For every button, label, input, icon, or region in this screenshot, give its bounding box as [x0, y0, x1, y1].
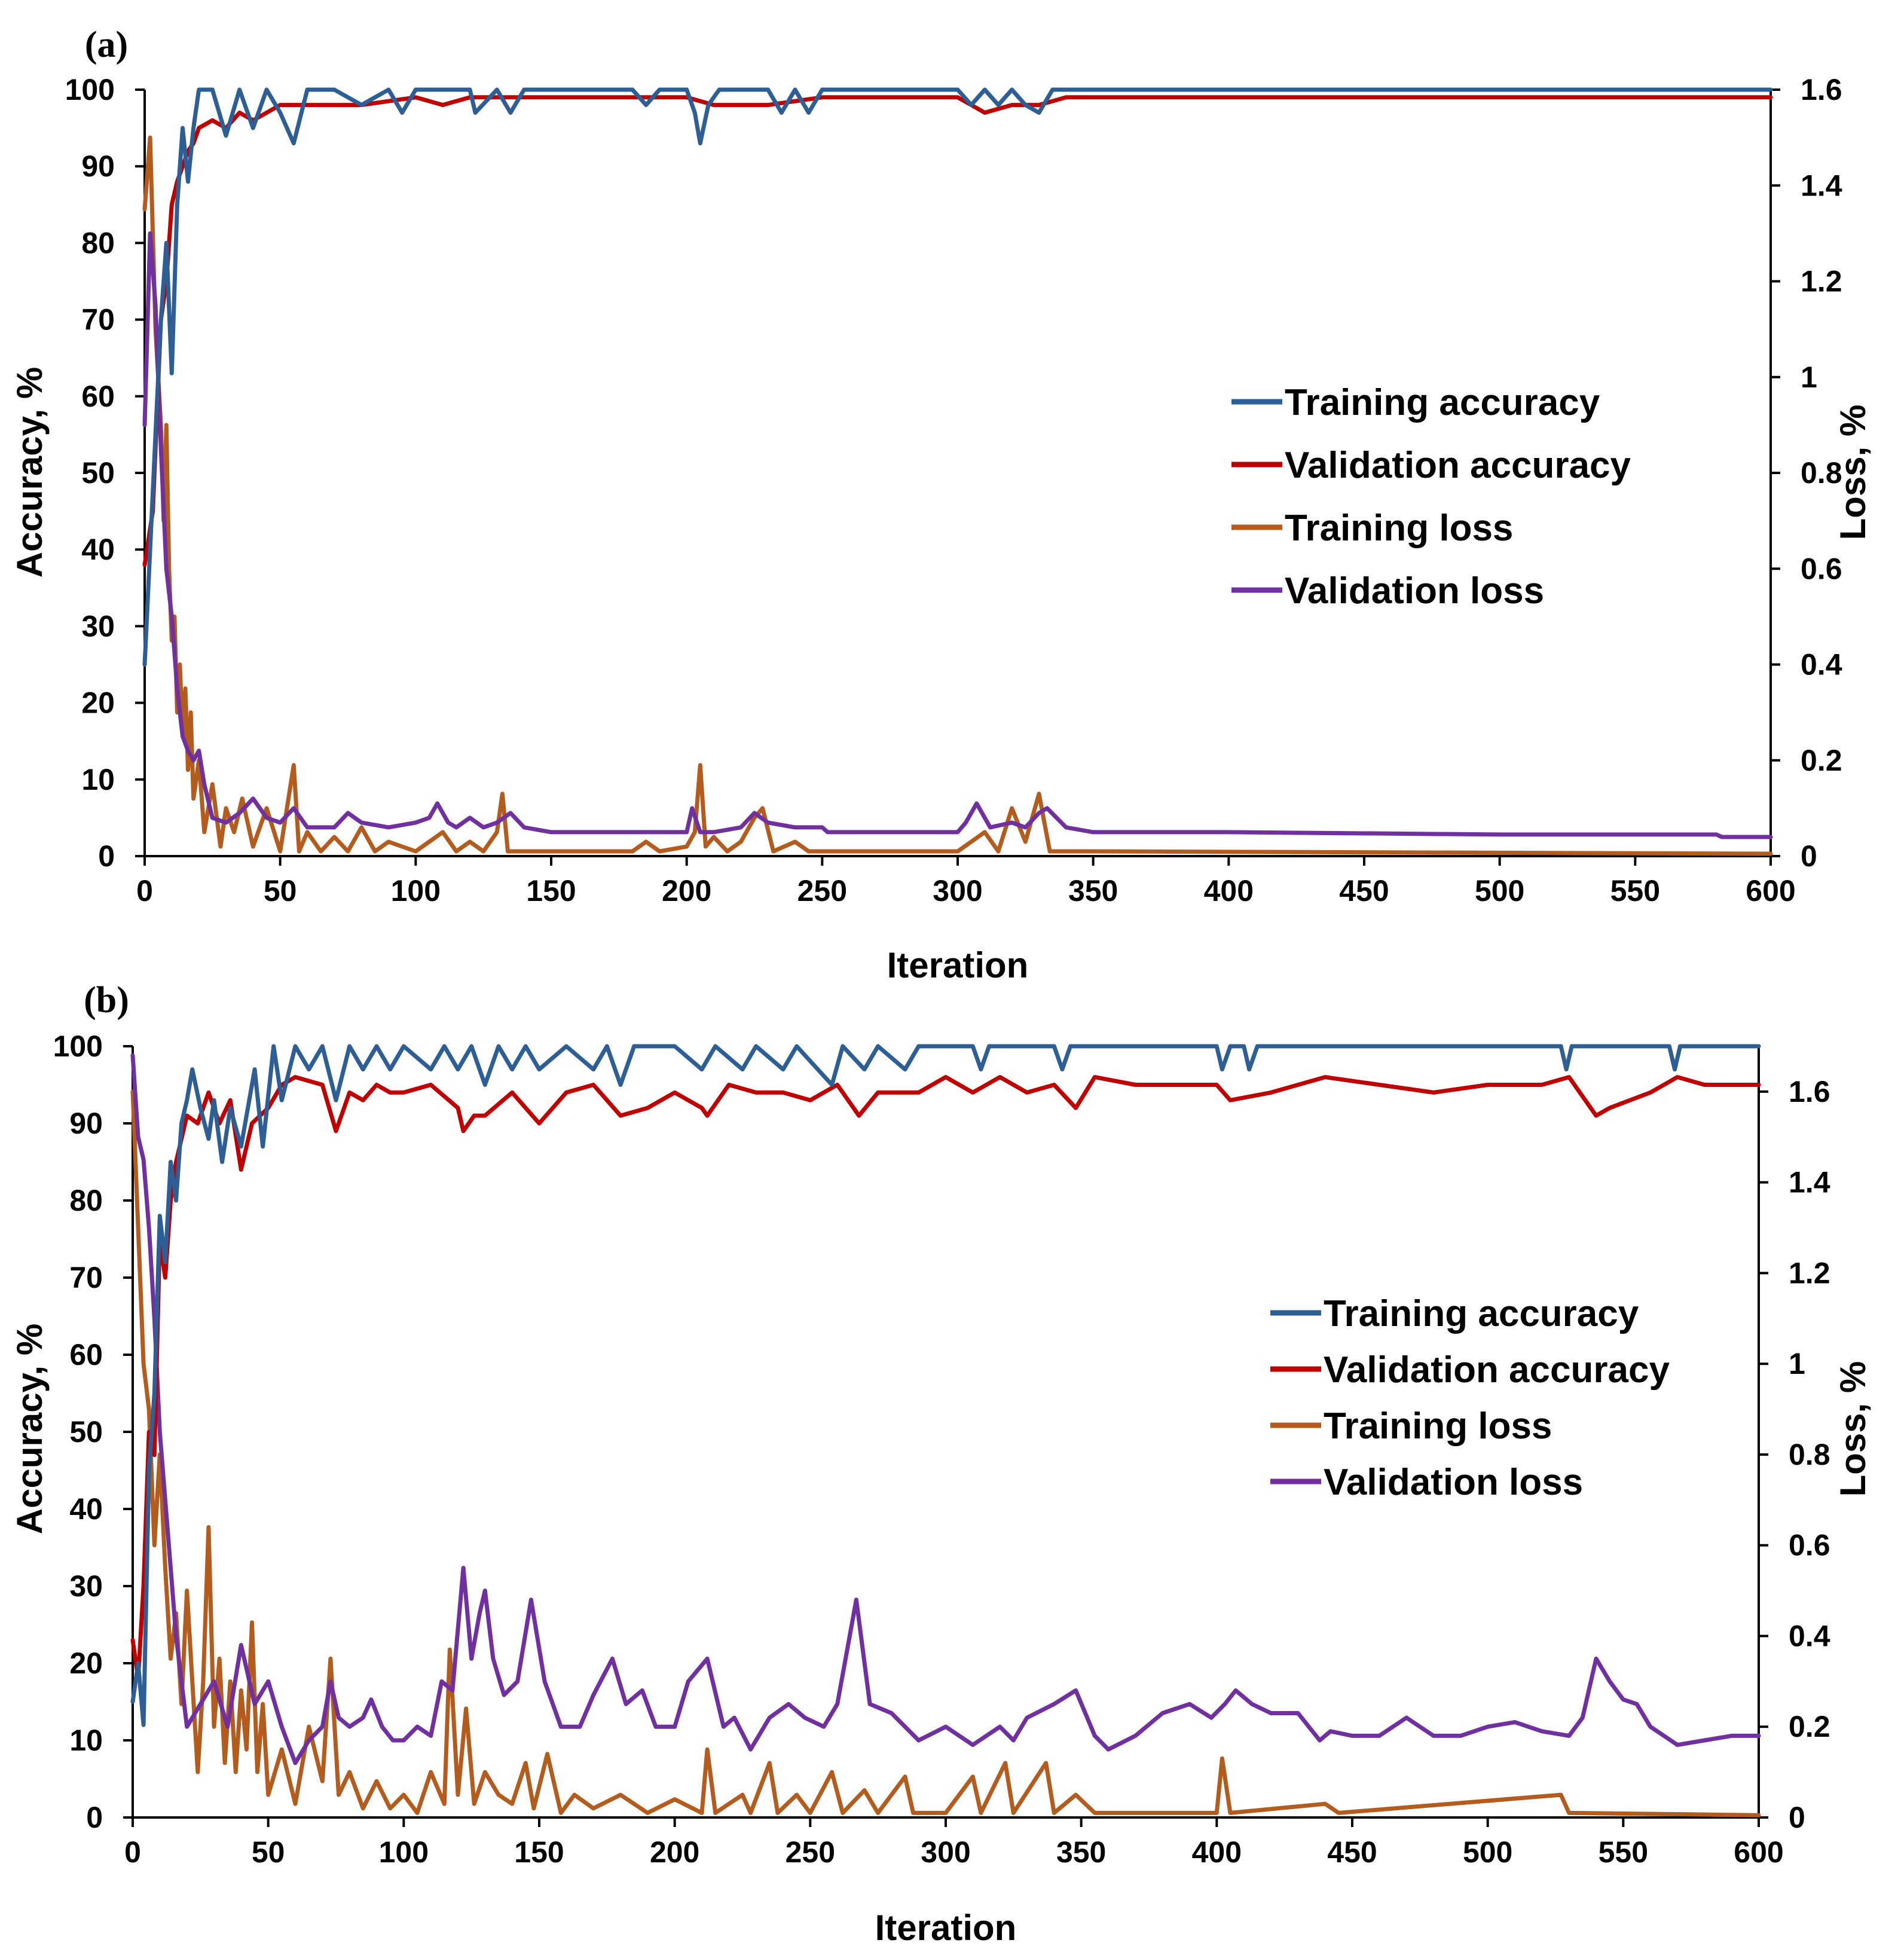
x-tick-label: 450 — [1339, 874, 1389, 908]
x-tick-label: 450 — [1327, 1835, 1377, 1869]
y-left-tick-label: 70 — [81, 303, 115, 337]
y-right-tick-label: 0.2 — [1801, 744, 1842, 777]
y-left-tick-label: 10 — [69, 1724, 103, 1757]
legend-label: Validation loss — [1324, 1462, 1583, 1503]
y-left-tick-label: 20 — [69, 1646, 103, 1680]
y-right-tick-label: 0.6 — [1801, 552, 1842, 585]
x-tick-label: 250 — [797, 874, 847, 908]
x-tick-label: 500 — [1463, 1835, 1512, 1869]
legend-label: Training accuracy — [1324, 1293, 1639, 1334]
y-right-tick-label: 1.4 — [1789, 1166, 1830, 1199]
x-tick-label: 300 — [933, 874, 982, 908]
series-line-training-accuracy — [130, 1044, 1761, 1727]
series-line-training-loss — [142, 135, 1773, 856]
y-left-tick-label: 50 — [69, 1415, 103, 1449]
x-tick-label: 550 — [1599, 1835, 1648, 1869]
panel-label: (a) — [85, 25, 128, 65]
x-tick-label: 500 — [1475, 874, 1524, 908]
y-left-tick-label: 100 — [53, 1030, 103, 1063]
y-left-tick-label: 70 — [69, 1261, 103, 1294]
series-line-validation-accuracy — [142, 95, 1773, 567]
y-right-tick-label: 0.4 — [1789, 1619, 1830, 1652]
legend-label: Training loss — [1324, 1406, 1552, 1447]
y-right-tick-label: 1.2 — [1801, 265, 1842, 298]
y-right-tick-label: 1 — [1801, 361, 1817, 394]
panel-label: (b) — [84, 980, 129, 1021]
y-right-tick-label: 1.4 — [1801, 169, 1842, 202]
x-tick-label: 600 — [1734, 1835, 1783, 1869]
y-right-tick-label: 0.6 — [1789, 1529, 1830, 1562]
y-left-tick-label: 20 — [81, 686, 115, 720]
x-tick-label: 550 — [1610, 874, 1660, 908]
x-tick-label: 50 — [264, 874, 297, 908]
y-left-tick-label: 50 — [81, 456, 115, 490]
y-axis-left-title: Accuracy, % — [10, 367, 50, 578]
y-right-tick-label: 0 — [1801, 839, 1817, 873]
x-tick-label: 200 — [662, 874, 711, 908]
x-tick-label: 100 — [391, 874, 441, 908]
y-left-tick-label: 30 — [69, 1569, 103, 1603]
x-tick-label: 350 — [1068, 874, 1118, 908]
x-tick-label: 250 — [786, 1835, 835, 1869]
y-left-tick-label: 30 — [81, 609, 115, 643]
x-tick-label: 150 — [514, 1835, 564, 1869]
x-tick-label: 150 — [526, 874, 576, 908]
y-left-tick-label: 0 — [86, 1801, 103, 1834]
series-line-training-accuracy — [142, 87, 1773, 667]
y-right-tick-label: 0.8 — [1789, 1438, 1830, 1471]
y-right-tick-label: 1 — [1789, 1347, 1805, 1380]
series-line-training-loss — [130, 1089, 1761, 1817]
y-left-tick-label: 80 — [81, 226, 115, 259]
y-right-tick-label: 1.6 — [1789, 1075, 1830, 1108]
legend-label: Validation accuracy — [1324, 1349, 1670, 1391]
y-right-tick-label: 0.8 — [1801, 456, 1842, 490]
x-axis-title: Iteration — [887, 945, 1029, 985]
x-tick-label: 600 — [1746, 874, 1795, 908]
x-tick-label: 400 — [1192, 1835, 1242, 1869]
y-right-tick-label: 1.2 — [1789, 1256, 1830, 1290]
x-axis-title: Iteration — [875, 1908, 1017, 1948]
legend-label: Validation accuracy — [1285, 445, 1631, 486]
y-right-tick-label: 1.6 — [1801, 73, 1842, 106]
x-tick-label: 300 — [921, 1835, 970, 1869]
y-left-tick-label: 10 — [81, 763, 115, 796]
y-axis-right-title: Loss, % — [1833, 405, 1873, 540]
panel-a: (a)0 50 100 150 200 250 300 350 400 450 500 550 6000… — [10, 25, 1873, 985]
legend-label: Training loss — [1285, 508, 1513, 549]
y-left-tick-label: 0 — [98, 839, 115, 873]
y-left-tick-label: 90 — [81, 149, 115, 183]
y-right-tick-label: 0.2 — [1789, 1710, 1830, 1743]
x-tick-label: 350 — [1056, 1835, 1106, 1869]
series-line-validation-loss — [142, 231, 1773, 839]
y-axis-left-title: Accuracy, % — [10, 1324, 50, 1534]
x-tick-label: 100 — [379, 1835, 429, 1869]
y-left-tick-label: 80 — [69, 1184, 103, 1217]
y-left-tick-label: 40 — [69, 1492, 103, 1526]
x-tick-label: 200 — [650, 1835, 699, 1869]
y-left-tick-label: 60 — [69, 1338, 103, 1371]
legend-label: Validation loss — [1285, 570, 1544, 612]
y-right-tick-label: 0 — [1789, 1801, 1805, 1834]
y-left-tick-label: 60 — [81, 380, 115, 413]
x-tick-label: 400 — [1204, 874, 1254, 908]
y-left-tick-label: 100 — [65, 73, 115, 106]
legend-label: Training accuracy — [1285, 382, 1600, 423]
x-tick-label: 50 — [252, 1835, 285, 1869]
y-axis-right-title: Loss, % — [1833, 1361, 1873, 1497]
x-tick-label: 0 — [136, 874, 153, 908]
x-tick-label: 0 — [124, 1835, 141, 1869]
panel-b: (b)0 50 100 150 200 250 300 350 400 450 500 550 6000… — [10, 980, 1873, 1948]
y-left-tick-label: 90 — [69, 1107, 103, 1140]
y-right-tick-label: 0.4 — [1801, 648, 1842, 682]
y-left-tick-label: 40 — [81, 533, 115, 566]
series-line-validation-accuracy — [130, 1075, 1761, 1681]
series-line-validation-loss — [130, 1053, 1761, 1765]
